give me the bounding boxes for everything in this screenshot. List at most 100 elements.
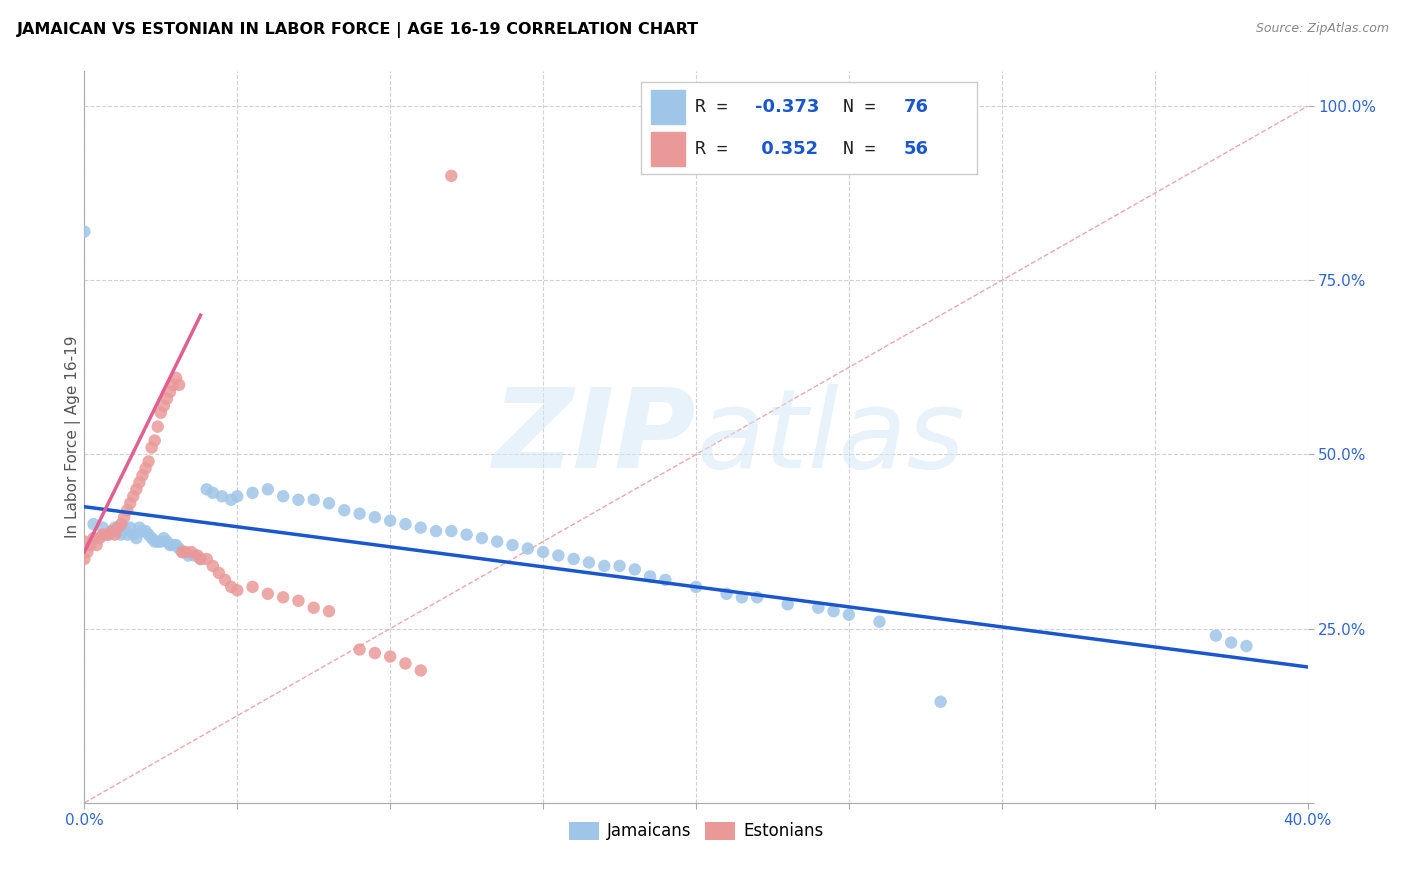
Point (101, 524, 124, 538)
Point (440, 169, 463, 183)
Point (104, 521, 127, 535)
Text: ZIP: ZIP (492, 384, 696, 491)
Point (125, 483, 148, 497)
Point (112, 521, 135, 535)
Point (271, 591, 294, 605)
Point (172, 545, 194, 559)
Point (394, 657, 416, 671)
Point (73, 552, 96, 566)
Point (219, 580, 242, 594)
Point (146, 534, 169, 549)
Point (190, 552, 212, 566)
Point (128, 521, 150, 535)
Text: Source: ZipAtlas.com: Source: ZipAtlas.com (1256, 22, 1389, 36)
Point (138, 527, 160, 541)
Point (211, 489, 233, 503)
Point (94, 527, 117, 541)
Point (776, 597, 799, 611)
Point (409, 521, 432, 535)
Point (516, 541, 538, 556)
Point (929, 695, 952, 709)
Point (195, 483, 218, 497)
Point (471, 531, 494, 545)
Point (149, 406, 172, 420)
Point (125, 531, 148, 545)
Point (287, 594, 309, 608)
Point (219, 492, 242, 507)
Point (201, 558, 224, 573)
Point (747, 591, 769, 605)
Point (146, 419, 169, 434)
Point (165, 538, 187, 552)
Point (141, 531, 163, 545)
Point (349, 642, 371, 657)
Point (107, 524, 129, 538)
Text: JAMAICAN VS ESTONIAN IN LABOR FORCE | AGE 16-19 CORRELATION CHART: JAMAICAN VS ESTONIAN IN LABOR FORCE | AG… (17, 22, 699, 38)
Point (83, 531, 105, 545)
Point (654, 573, 676, 587)
Point (83, 517, 105, 532)
Point (409, 664, 432, 678)
Point (486, 534, 509, 549)
Point (226, 489, 249, 503)
Point (162, 538, 184, 552)
Point (257, 587, 280, 601)
Point (79, 538, 101, 552)
Point (287, 492, 309, 507)
Point (172, 545, 194, 559)
Point (141, 441, 163, 455)
Point (183, 549, 205, 563)
Point (1205, 629, 1227, 643)
Point (593, 558, 616, 573)
Point (177, 549, 200, 563)
Point (162, 377, 184, 392)
Point (107, 521, 129, 535)
Point (380, 514, 402, 528)
Point (394, 517, 416, 532)
Point (257, 483, 280, 497)
Point (135, 461, 157, 475)
Point (73, 534, 96, 549)
Point (120, 521, 142, 535)
Point (86, 538, 108, 552)
Point (159, 384, 181, 399)
Point (115, 503, 138, 517)
Point (143, 434, 166, 448)
Point (195, 552, 218, 566)
Point (138, 454, 160, 468)
Point (165, 371, 187, 385)
Point (1220, 635, 1243, 649)
Point (609, 558, 631, 573)
Point (153, 399, 176, 413)
Point (101, 524, 124, 538)
Point (186, 549, 208, 563)
Point (131, 468, 153, 483)
Point (112, 510, 135, 524)
Point (731, 591, 754, 605)
Point (128, 475, 150, 490)
Point (91, 521, 114, 535)
Point (716, 587, 738, 601)
Point (364, 646, 387, 660)
Point (226, 583, 249, 598)
Point (110, 517, 132, 532)
Point (94, 527, 117, 541)
Point (638, 569, 661, 583)
Point (73, 225, 96, 239)
Point (562, 552, 585, 566)
Point (167, 541, 190, 556)
Point (153, 531, 176, 545)
Y-axis label: In Labor Force | Age 16-19: In Labor Force | Age 16-19 (65, 335, 82, 539)
Point (159, 538, 181, 552)
Point (201, 485, 224, 500)
Point (318, 496, 340, 510)
Point (624, 562, 647, 576)
Point (869, 615, 891, 629)
Point (364, 510, 387, 524)
Text: atlas: atlas (696, 384, 965, 491)
Point (208, 566, 231, 580)
Point (89, 531, 111, 545)
Point (1236, 639, 1258, 653)
Point (115, 527, 138, 541)
Point (456, 527, 478, 541)
